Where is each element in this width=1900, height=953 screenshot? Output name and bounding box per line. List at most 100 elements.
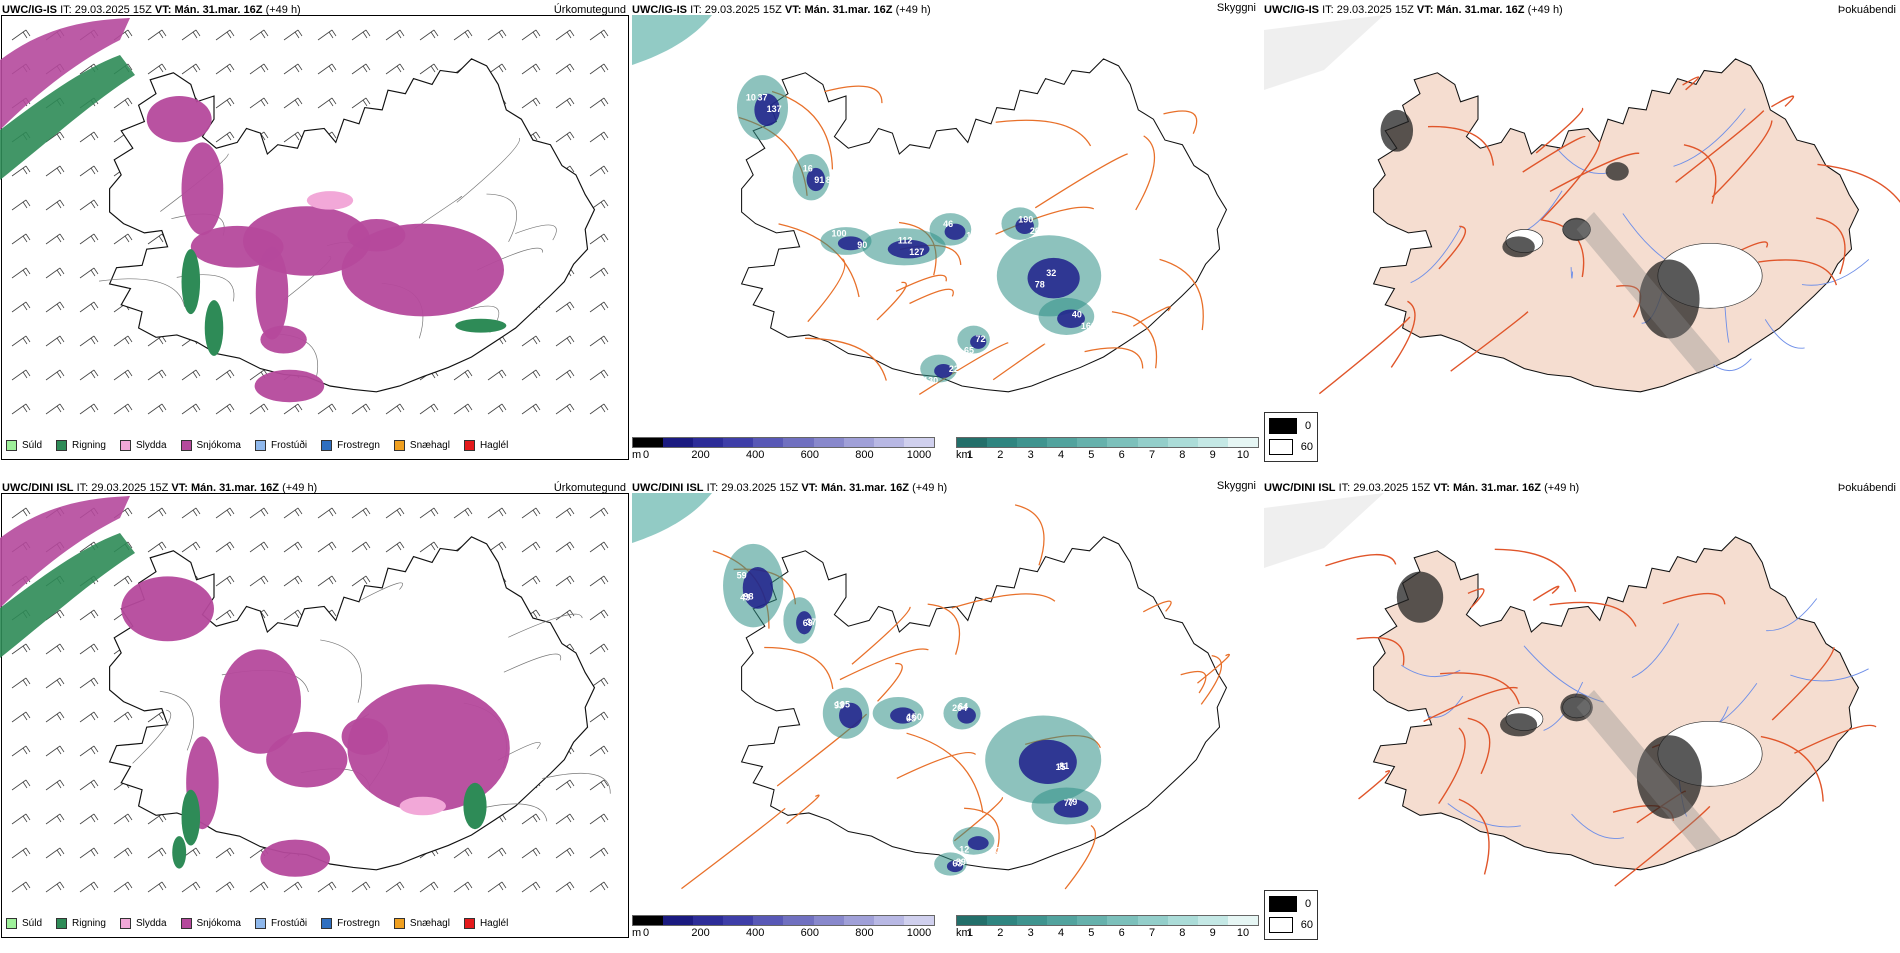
wind-barb xyxy=(45,677,65,689)
precip-legend-swatch xyxy=(254,440,266,451)
wind-barb xyxy=(589,267,609,279)
wind-barb xyxy=(351,881,371,893)
cloud-base-label: 100 xyxy=(832,228,847,238)
precip-legend-item: Slydda xyxy=(119,440,167,451)
wind-barb xyxy=(249,881,269,893)
road-line xyxy=(786,794,820,825)
road-line xyxy=(1549,601,1637,627)
cloud-base-labels: 59 69 93 65 204 15 77 23 63 43 37 105 150 64 81 79 12 89 9… xyxy=(737,571,1078,869)
low-cloud-area xyxy=(796,611,813,635)
wind-barb xyxy=(589,97,609,109)
cloud-base-label: 91 xyxy=(814,175,824,185)
cloud-visibility-panel: UWC/IG-IS IT: 29.03.2025 15Z VT: Mán. 31… xyxy=(632,0,1262,475)
road-line xyxy=(486,193,517,242)
snow-patch xyxy=(121,576,214,642)
rain-patch xyxy=(204,300,224,356)
low-cloud-area xyxy=(946,860,964,873)
wind-barb xyxy=(555,63,575,75)
wind-barb xyxy=(351,575,371,587)
wind-barb xyxy=(351,29,371,41)
wind-barb xyxy=(113,97,133,109)
fog-high-area xyxy=(1605,162,1629,181)
road-line xyxy=(1014,504,1045,566)
wind-barb xyxy=(453,881,473,893)
precip-legend-item: Haglél xyxy=(463,918,508,929)
fog-legend-label: 0 xyxy=(1305,898,1312,910)
road-line xyxy=(1325,553,1397,567)
wind-barb xyxy=(11,779,31,791)
wind-barb xyxy=(419,541,439,553)
snow-patch xyxy=(219,649,301,754)
wind-barb xyxy=(589,233,609,245)
low-cloud-area xyxy=(839,702,863,729)
fog-legend-label: 60 xyxy=(1300,441,1313,453)
road-line xyxy=(1467,717,1491,775)
wind-barb xyxy=(589,575,609,587)
road-line xyxy=(1438,727,1466,805)
scale-tick: 200 xyxy=(691,927,710,939)
wind-barb xyxy=(453,403,473,415)
scale-cell xyxy=(1047,438,1078,447)
wind-barb xyxy=(351,507,371,519)
wind-barb xyxy=(113,881,133,893)
iceland-outline xyxy=(740,58,1228,393)
precip-legend-item: Snjókoma xyxy=(180,918,241,929)
road-line xyxy=(1064,824,1096,890)
wind-barb xyxy=(589,335,609,347)
fog-legend-swatch-0 xyxy=(1269,418,1297,434)
wind-barb xyxy=(79,199,99,211)
wind-barb xyxy=(453,847,473,859)
scale-tick: 800 xyxy=(855,449,874,461)
panel-title: UWC/IG-IS IT: 29.03.2025 15Z VT: Mán. 31… xyxy=(632,4,931,16)
road-line xyxy=(1771,95,1795,108)
snow-band xyxy=(0,18,130,130)
precip-type-panel: UWC/IG-IS IT: 29.03.2025 15Z VT: Mán. 31… xyxy=(0,0,630,475)
wind-barb xyxy=(589,881,609,893)
snow-patch xyxy=(260,839,330,877)
road-line xyxy=(1197,653,1231,684)
wind-barb xyxy=(113,575,133,587)
fog-indicator-panel: UWC/DINI ISL IT: 29.03.2025 15Z VT: Mán.… xyxy=(1264,478,1900,953)
wind-barb xyxy=(589,369,609,381)
wind-barb xyxy=(555,131,575,143)
road-line xyxy=(1675,110,1765,183)
wind-barb xyxy=(45,199,65,211)
road-line xyxy=(1163,110,1198,134)
fog-band xyxy=(1576,690,1722,853)
cloud-base-label: 200 xyxy=(1030,226,1045,236)
precip-legend-label: Snæhagl xyxy=(409,440,450,451)
scale-cell xyxy=(753,916,784,925)
wind-barb xyxy=(79,745,99,757)
low-cloud-area xyxy=(1027,257,1080,299)
road-line xyxy=(320,639,362,703)
river-line xyxy=(1410,225,1462,284)
precip-legend-label: Frostregn xyxy=(337,440,380,451)
snow-patch xyxy=(266,731,348,788)
river-line xyxy=(1426,695,1464,718)
scale-cell xyxy=(1107,916,1138,925)
scale-ticks: m 0 200 400 600 800 1000 xyxy=(632,926,935,940)
low-cloud-area xyxy=(970,334,987,349)
wind-barb xyxy=(181,541,201,553)
road-line xyxy=(1540,140,1601,221)
road-line xyxy=(877,662,903,702)
wind-barb xyxy=(181,881,201,893)
wind-barb xyxy=(79,369,99,381)
precip-map-frame xyxy=(1,15,629,460)
cloud-base-label: 130 xyxy=(923,376,938,386)
river-line xyxy=(1790,668,1869,682)
rain-band xyxy=(0,533,135,658)
precip-legend: Súld Rigning Slydda Snjókoma Frostúði Frostre… xyxy=(6,440,522,451)
wind-barb xyxy=(487,507,507,519)
precip-legend-swatch xyxy=(6,918,17,929)
wind-barb xyxy=(555,609,575,621)
precip-legend-swatch xyxy=(463,440,475,451)
road-line xyxy=(542,772,611,794)
scale-cell xyxy=(1167,438,1198,447)
road-line xyxy=(1522,135,1586,173)
precip-legend-label: Rigning xyxy=(72,918,106,929)
scale-tick: 4 xyxy=(1057,927,1065,939)
fog-legend: 0 60 xyxy=(1264,890,1318,940)
cloud-base-label: 78 xyxy=(1035,279,1045,289)
wind-barb xyxy=(79,233,99,245)
